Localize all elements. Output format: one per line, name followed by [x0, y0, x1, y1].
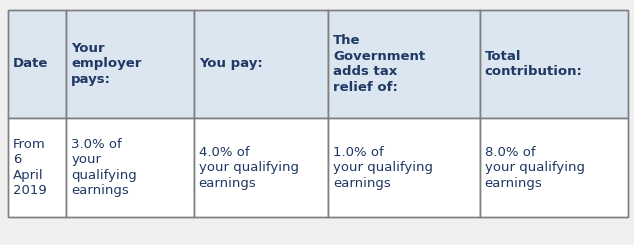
Text: From
6
April
2019: From 6 April 2019 — [13, 138, 46, 197]
Text: 8.0% of
your qualifying
earnings: 8.0% of your qualifying earnings — [484, 146, 585, 190]
Bar — [66, 10, 193, 118]
Text: You pay:: You pay: — [198, 57, 262, 70]
Text: 3.0% of
your
qualifying
earnings: 3.0% of your qualifying earnings — [71, 138, 137, 197]
Bar — [479, 118, 628, 217]
Bar — [66, 118, 193, 217]
Bar — [8, 10, 628, 217]
Text: 1.0% of
your qualifying
earnings: 1.0% of your qualifying earnings — [333, 146, 433, 190]
Bar — [328, 118, 479, 217]
Bar — [8, 118, 66, 217]
Bar — [479, 10, 628, 118]
Text: 4.0% of
your qualifying
earnings: 4.0% of your qualifying earnings — [198, 146, 299, 190]
Text: Total
contribution:: Total contribution: — [484, 50, 583, 78]
Text: Date: Date — [13, 57, 48, 70]
Text: The
Government
adds tax
relief of:: The Government adds tax relief of: — [333, 34, 425, 94]
Text: Your
employer
pays:: Your employer pays: — [71, 42, 141, 86]
Bar — [193, 118, 328, 217]
Bar — [193, 10, 328, 118]
Bar — [8, 10, 66, 118]
Bar — [328, 10, 479, 118]
